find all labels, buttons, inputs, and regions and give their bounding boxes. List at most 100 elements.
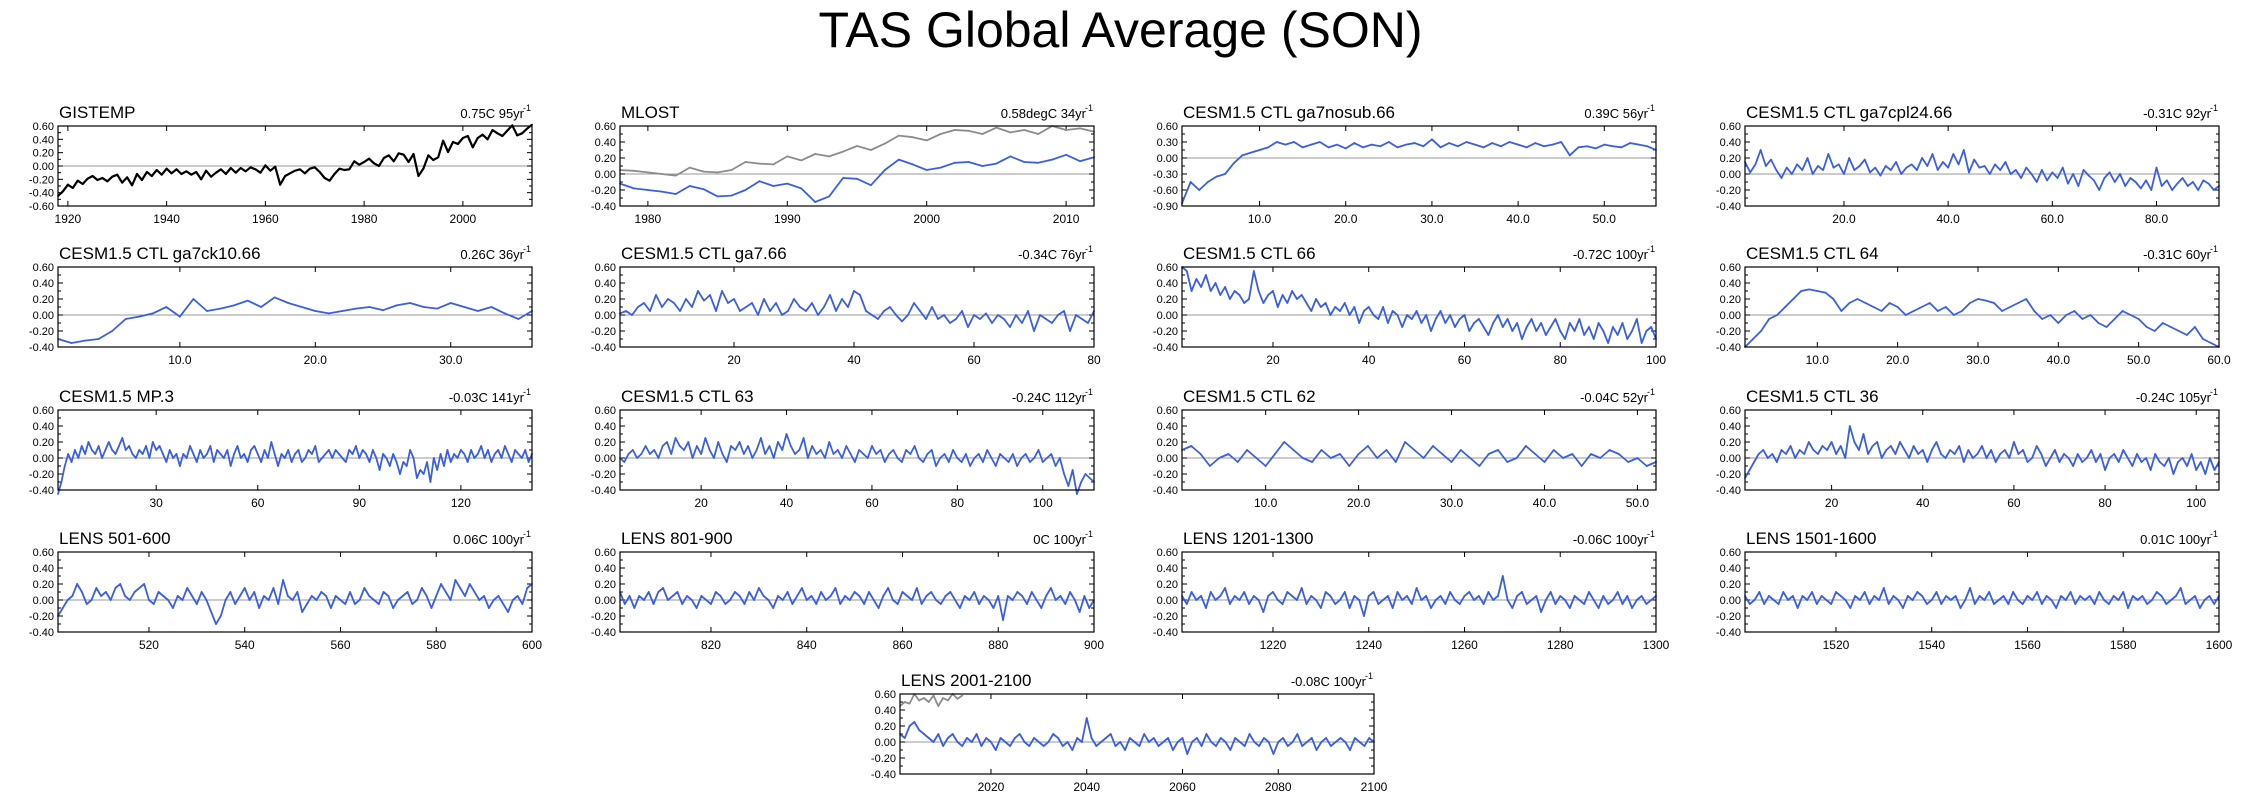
- panel-13-lens-501-600-cesm-point: [243, 587, 246, 589]
- panel-16-lens-1501-1600-cesm-point: [1844, 599, 1847, 601]
- panel-9-cesm1-5-mp-3-cesm-point: [497, 449, 500, 451]
- panel-1-gistemp: GISTEMP 0.75C 95yr-10.600.400.200.00-0.20…: [29, 103, 533, 226]
- panel-10-cesm1-5-ctl-63-cesm-point: [815, 453, 818, 455]
- panel-17-lens-2001-2100-cesm-point: [1085, 717, 1088, 719]
- panel-5-cesm1-5-ctl-ga7ck10-66-cesm-point: [355, 307, 357, 310]
- panel-12-cesm1-5-ctl-36-cesm-point: [1899, 441, 1901, 443]
- panel-4-cesm1-5-ctl-ga7cpl24-66-cesm-point: [1889, 169, 1892, 171]
- panel-12-cesm1-5-ctl-36-cesm-point: [2003, 449, 2006, 451]
- panel-14-lens-801-900-cesm-point: [805, 599, 808, 601]
- panel-9-cesm1-5-mp-3-cesm-point: [209, 445, 212, 447]
- panel-16-lens-1501-1600-cesm-point: [1911, 599, 1914, 601]
- panel-15-lens-1201-1300-cesm-point: [1363, 615, 1365, 617]
- panel-17-lens-2001-2100-series-cesm: [899, 717, 1375, 755]
- panel-15-lens-1201-1300-cesm-point: [1492, 599, 1495, 601]
- panel-11-cesm1-5-ctl-62-cesm-point: [1190, 445, 1193, 447]
- panel-1-gistemp-gistemp-point: [210, 175, 212, 178]
- panel-15-lens-1201-1300-trend-exponent: -1: [1647, 529, 1655, 539]
- panel-8-cesm1-5-ctl-64-cesm-point: [1920, 306, 1923, 308]
- panel-14-lens-801-900-cesm-point: [700, 595, 703, 597]
- panel-17-lens-2001-2100-cesm-point: [1033, 737, 1035, 739]
- panel-14-lens-801-900-cesm-point: [954, 599, 957, 601]
- panel-14-lens-801-900-cesm-point: [753, 599, 755, 601]
- panel-6-cesm1-5-ctl-ga7-66-cesm-point: [739, 310, 741, 312]
- panel-10-cesm1-5-ctl-63-ytick-label: 0.00: [595, 453, 616, 465]
- panel-5-cesm1-5-ctl-ga7ck10-66-cesm-point: [382, 309, 384, 312]
- panel-7-cesm1-5-ctl-66-cesm-point: [1458, 318, 1461, 320]
- panel-1-gistemp-gistemp-point: [220, 168, 222, 171]
- panel-11-cesm1-5-ctl-62-cesm-point: [1469, 457, 1472, 459]
- panel-12-cesm1-5-ctl-36-ytick-label: -0.40: [1716, 485, 1741, 497]
- panel-5-cesm1-5-ctl-ga7ck10-66-cesm-point: [517, 318, 520, 320]
- panel-14-lens-801-900-cesm-point: [944, 595, 947, 597]
- panel-7-cesm1-5-ctl-66-title: CESM1.5 CTL 66: [1183, 244, 1316, 263]
- panel-3-cesm1-5-ctl-ga7nosub-66-cesm-point: [1474, 143, 1476, 146]
- panel-13-lens-501-600-cesm-point: [191, 595, 193, 597]
- panel-6-cesm1-5-ctl-ga7-66-cesm-point: [721, 290, 723, 292]
- panel-9-cesm1-5-mp-3-cesm-point: [219, 453, 222, 455]
- panel-16-lens-1501-1600-cesm-point: [1892, 595, 1895, 597]
- panel-8-cesm1-5-ctl-64-cesm-point: [2210, 342, 2212, 344]
- panel-7-cesm1-5-ctl-66-cesm-point: [1200, 286, 1203, 288]
- panel-6-cesm1-5-ctl-ga7-66-frame: [619, 266, 1095, 348]
- panel-14-lens-801-900-cesm-point: [662, 587, 664, 589]
- panel-12-cesm1-5-ctl-36-cesm-point: [1785, 453, 1787, 455]
- panel-6-cesm1-5-ctl-ga7-66-cesm-point: [1027, 310, 1029, 312]
- panel-9-cesm1-5-mp-3-cesm-point: [138, 449, 141, 451]
- panel-1-gistemp-gistemp-point: [190, 173, 193, 176]
- panel-12-cesm1-5-ctl-36-cesm-point: [2186, 465, 2189, 467]
- panel-17-lens-2001-2100-ytick-label: -0.40: [871, 769, 896, 781]
- panel-2-mlost-cesm-point: [814, 201, 817, 203]
- panel-7-cesm1-5-ctl-66-cesm-point: [1339, 310, 1341, 312]
- panel-17-lens-2001-2100-reference-point: [923, 697, 925, 699]
- panel-13-lens-501-600-cesm-point: [81, 591, 83, 593]
- panel-15-lens-1201-1300-cesm-point: [1434, 599, 1437, 601]
- panel-15-lens-1201-1300-xtick-label: 1240: [1355, 638, 1382, 652]
- panel-16-lens-1501-1600-cesm-point: [2127, 607, 2129, 609]
- panel-13-lens-501-600-cesm-point: [349, 591, 351, 593]
- panel-10-cesm1-5-ctl-63-cesm-point: [1054, 465, 1057, 467]
- panel-13-lens-501-600-xtick-label: 560: [330, 638, 350, 652]
- panel-3-cesm1-5-ctl-ga7nosub-66-cesm-point: [1387, 141, 1390, 143]
- panel-8-cesm1-5-ctl-64-cesm-point: [2121, 310, 2124, 312]
- panel-10-cesm1-5-ctl-63-cesm-point: [644, 445, 647, 447]
- panel-3-cesm1-5-ctl-ga7nosub-66-frame: [1181, 125, 1657, 207]
- panel-17-lens-2001-2100-cesm-point: [1243, 745, 1246, 747]
- panel-14-lens-801-900-cesm-point: [633, 607, 636, 609]
- panel-9-cesm1-5-mp-3-cesm-point: [297, 449, 300, 451]
- panel-15-lens-1201-1300-title: LENS 1201-1300: [1183, 529, 1313, 548]
- panel-12-cesm1-5-ctl-36-cesm-point: [1981, 445, 1983, 447]
- panel-17-lens-2001-2100-cesm-point: [1167, 737, 1170, 739]
- panel-7-cesm1-5-ctl-66-ytick-label: 0.60: [1157, 262, 1178, 274]
- panel-16-lens-1501-1600-cesm-point: [1777, 603, 1780, 605]
- panel-4-cesm1-5-ctl-ga7cpl24-66-cesm-point: [1827, 153, 1830, 155]
- panel-10-cesm1-5-ctl-63-cesm-point: [977, 453, 980, 455]
- panel-2-mlost-cesm-point: [744, 189, 747, 191]
- panel-3-cesm1-5-ctl-ga7nosub-66-ytick-label: 0.60: [1157, 121, 1178, 133]
- panel-5-cesm1-5-ctl-ga7ck10-66-xtick-label: 30.0: [439, 353, 463, 367]
- panel-10-cesm1-5-ctl-63-cesm-point: [973, 457, 976, 459]
- panel-14-lens-801-900-cesm-point: [657, 591, 660, 593]
- panel-4-cesm1-5-ctl-ga7cpl24-66-cesm-point: [2160, 185, 2163, 187]
- panel-3-cesm1-5-ctl-ga7nosub-66-cesm-point: [1534, 142, 1537, 144]
- panel-17-lens-2001-2100-cesm-point: [903, 737, 906, 739]
- panel-14-lens-801-900-cesm-point: [781, 599, 784, 601]
- panel-7-cesm1-5-ctl-66-cesm-point: [1568, 322, 1571, 324]
- panel-16-lens-1501-1600-cesm-point: [2189, 599, 2192, 601]
- panel-12-cesm1-5-ctl-36-cesm-point: [2122, 449, 2125, 451]
- panel-3-cesm1-5-ctl-ga7nosub-66-cesm-point: [1413, 142, 1416, 144]
- panel-14-lens-801-900-cesm-point: [920, 603, 923, 605]
- panel-6-cesm1-5-ctl-ga7-66-cesm-point: [973, 314, 975, 316]
- panel-5-cesm1-5-ctl-ga7ck10-66-cesm-point: [260, 306, 263, 308]
- panel-8-cesm1-5-ctl-64-cesm-point: [2081, 318, 2084, 320]
- panel-14-lens-801-900-cesm-point: [982, 595, 985, 597]
- panel-9-cesm1-5-mp-3-cesm-point: [189, 445, 191, 447]
- panel-8-cesm1-5-ctl-64-cesm-point: [2041, 318, 2044, 320]
- panel-13-lens-501-600-cesm-point: [440, 583, 442, 585]
- panel-2-mlost-reference-point: [981, 133, 984, 135]
- panel-17-lens-2001-2100-reference-point: [946, 699, 949, 702]
- panel-10-cesm1-5-ctl-63-frame: [619, 409, 1095, 491]
- panel-3-cesm1-5-ctl-ga7nosub-66-cesm-point: [1250, 151, 1252, 154]
- panel-17-lens-2001-2100-reference-point: [942, 697, 944, 699]
- panel-13-lens-501-600-cesm-point: [344, 603, 347, 605]
